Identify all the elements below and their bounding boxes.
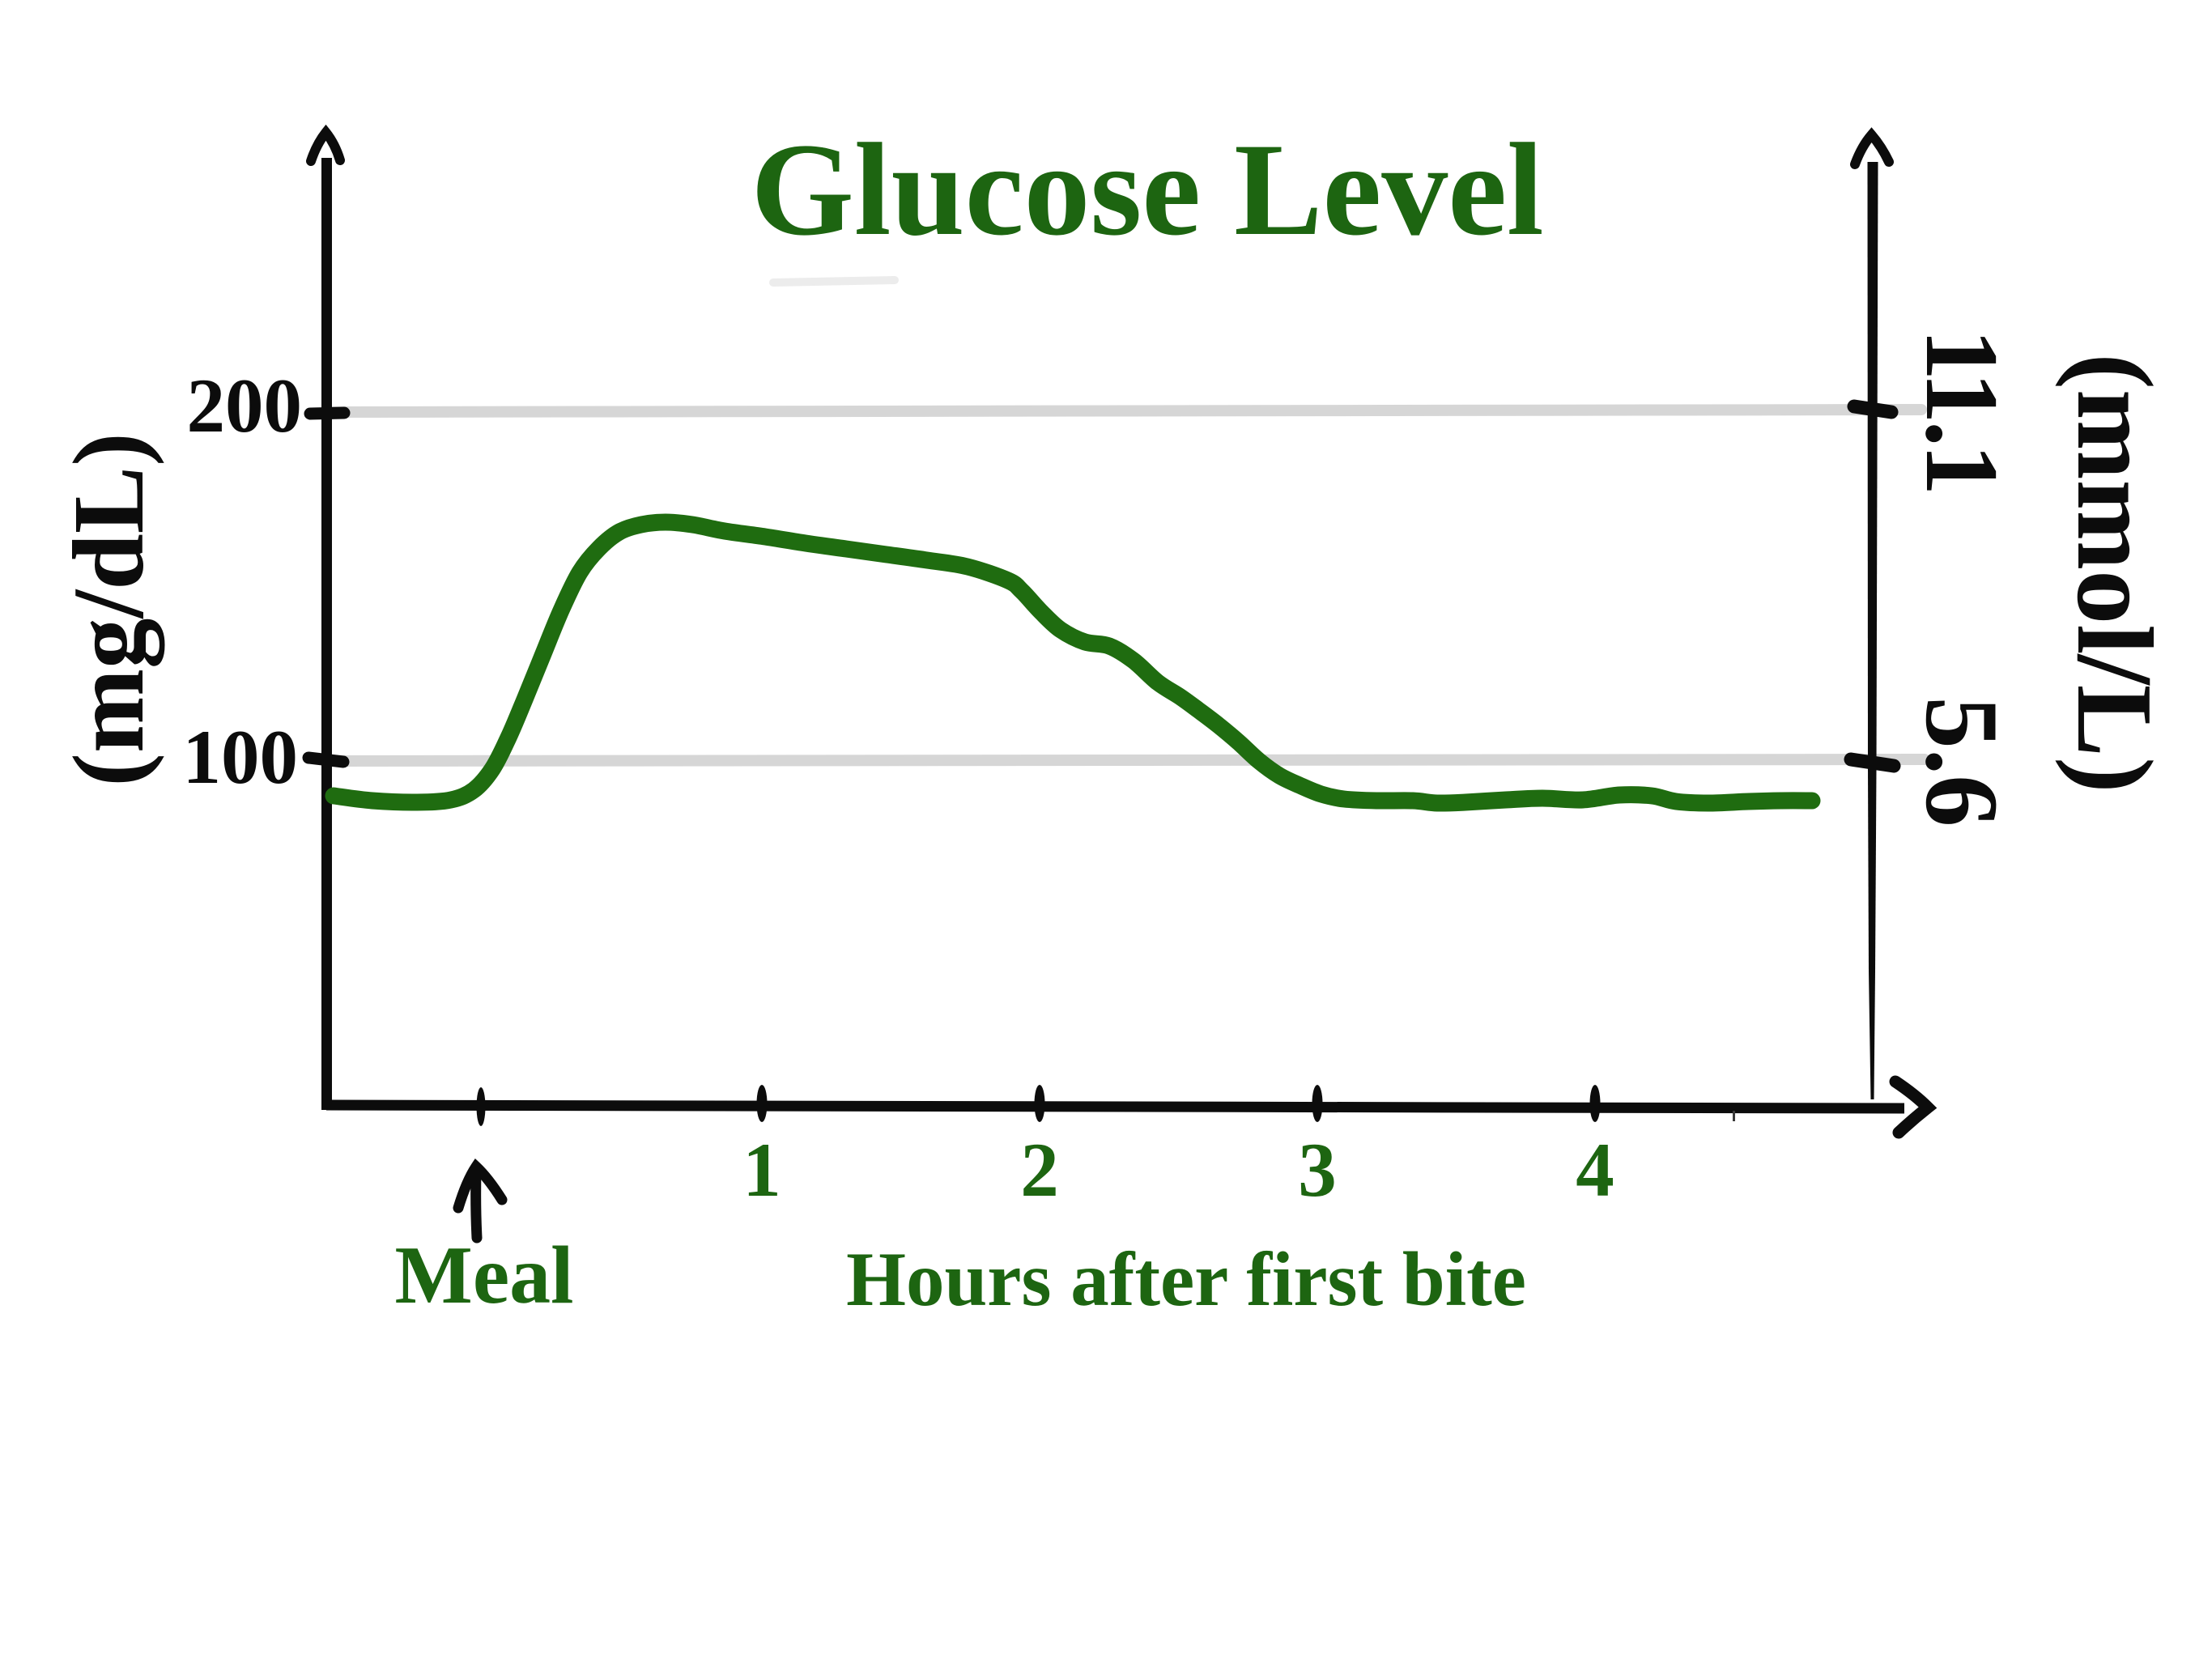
svg-text:Hours after first bite: Hours after first bite bbox=[846, 1236, 1526, 1322]
svg-text:11.1: 11.1 bbox=[1904, 329, 2020, 493]
svg-text:4: 4 bbox=[1576, 1127, 1614, 1213]
svg-text:Glucose Level: Glucose Level bbox=[751, 117, 1543, 263]
svg-text:200: 200 bbox=[187, 363, 303, 449]
svg-text:5.6: 5.6 bbox=[1904, 696, 2020, 827]
svg-text:(mmol/L): (mmol/L) bbox=[2055, 353, 2175, 793]
svg-text:1: 1 bbox=[742, 1127, 781, 1213]
svg-text:3: 3 bbox=[1298, 1127, 1337, 1213]
svg-text:Meal: Meal bbox=[395, 1230, 574, 1321]
svg-text:(mg/dL): (mg/dL) bbox=[53, 432, 165, 787]
svg-text:2: 2 bbox=[1020, 1127, 1059, 1213]
svg-text:100: 100 bbox=[183, 714, 299, 800]
